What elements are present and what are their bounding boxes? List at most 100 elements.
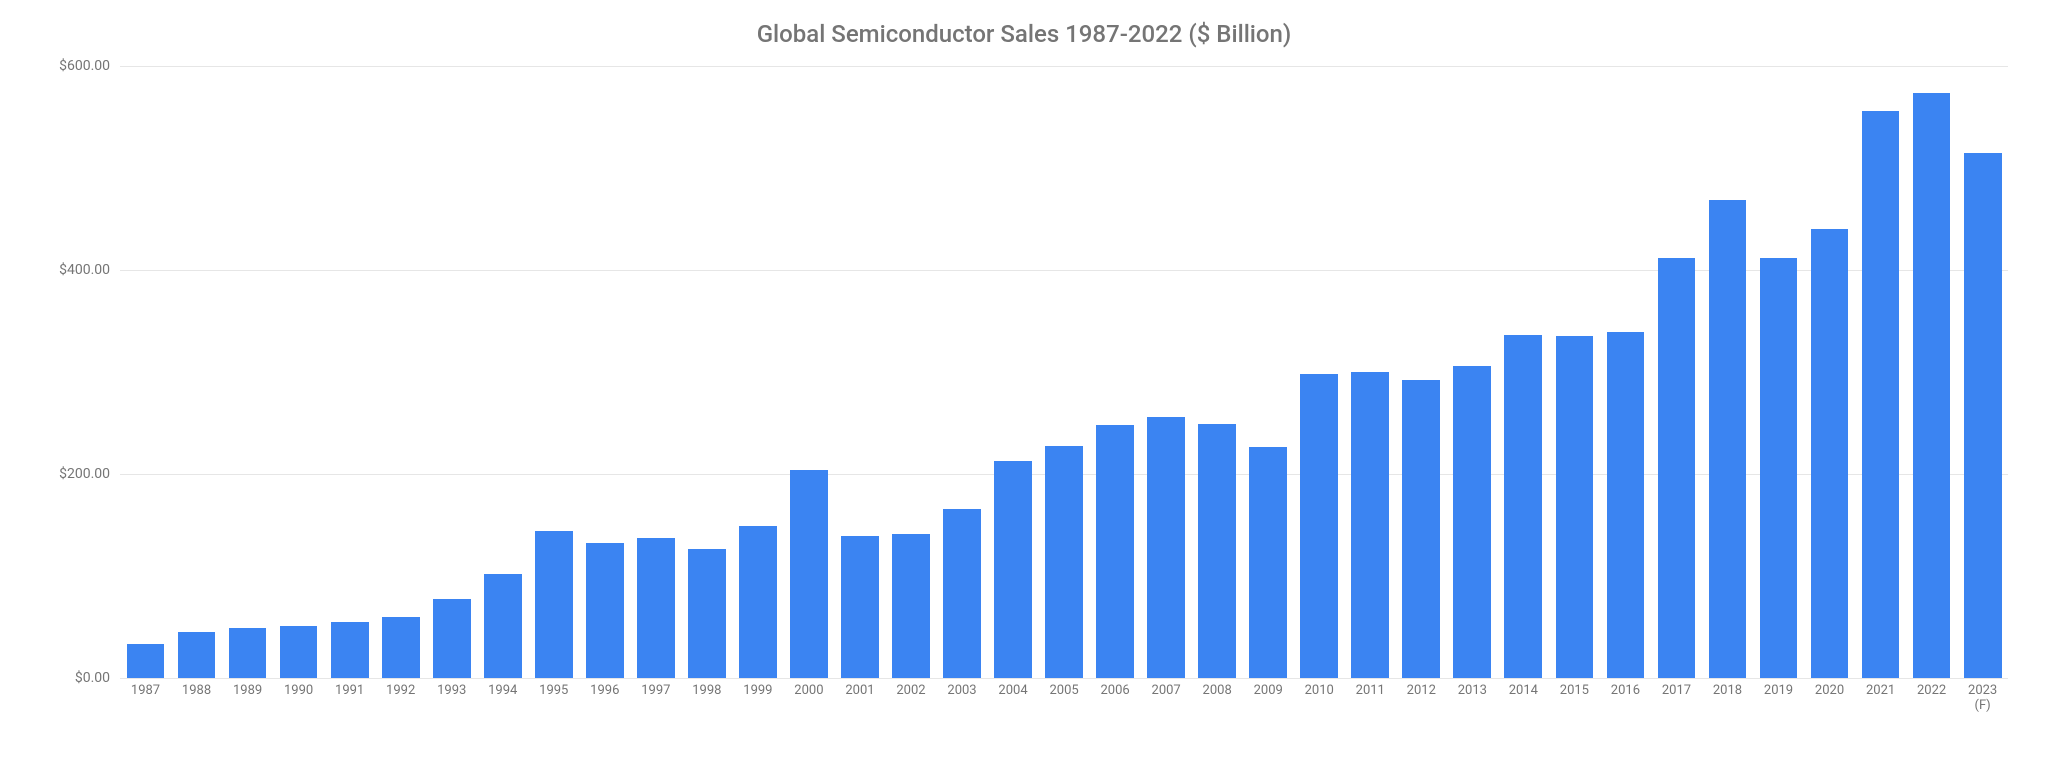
bar	[1504, 335, 1542, 678]
x-tick-label: 2003	[937, 678, 988, 716]
bar-cell	[1141, 66, 1192, 678]
x-tick-label: 1987	[120, 678, 171, 716]
bar-cell	[273, 66, 324, 678]
bar	[178, 632, 216, 678]
bar-cell	[1651, 66, 1702, 678]
plot-area: $0.00$200.00$400.00$600.00 1987198819891…	[40, 66, 2008, 716]
x-tick-label: 2017	[1651, 678, 1702, 716]
bars-group	[120, 66, 2008, 678]
y-tick-label: $0.00	[75, 670, 110, 686]
bar	[1096, 425, 1134, 678]
x-tick-label: 1990	[273, 678, 324, 716]
x-tick-label: 1994	[477, 678, 528, 716]
bar	[1351, 372, 1389, 678]
bar	[1913, 93, 1951, 678]
bar-cell	[1498, 66, 1549, 678]
x-tick-label: 2001	[834, 678, 885, 716]
bar	[1045, 446, 1083, 678]
x-tick-label: 1995	[528, 678, 579, 716]
bar	[382, 617, 420, 678]
bar	[1709, 200, 1747, 678]
x-tick-label: 1999	[732, 678, 783, 716]
bar-cell	[120, 66, 171, 678]
x-tick-label: 2023 (F)	[1957, 678, 2008, 716]
x-tick-label: 2020	[1804, 678, 1855, 716]
bar-cell	[324, 66, 375, 678]
x-tick-label: 2004	[988, 678, 1039, 716]
bar	[1811, 229, 1849, 678]
y-tick-label: $200.00	[59, 466, 110, 482]
bar-cell	[1039, 66, 1090, 678]
bar-cell	[1090, 66, 1141, 678]
x-tick-label: 2010	[1294, 678, 1345, 716]
bar	[841, 536, 879, 678]
bar	[586, 543, 624, 678]
x-tick-label: 2006	[1090, 678, 1141, 716]
bar-cell	[630, 66, 681, 678]
bar-cell	[579, 66, 630, 678]
bar	[943, 509, 981, 678]
bar-cell	[1906, 66, 1957, 678]
x-tick-label: 2008	[1192, 678, 1243, 716]
bar	[1607, 332, 1645, 678]
x-tick-label: 1998	[681, 678, 732, 716]
bar	[1453, 366, 1491, 678]
bar	[484, 574, 522, 678]
x-tick-label: 2018	[1702, 678, 1753, 716]
bar	[688, 549, 726, 678]
x-tick-label: 1989	[222, 678, 273, 716]
bar-cell	[783, 66, 834, 678]
x-tick-label: 2015	[1549, 678, 1600, 716]
bar-cell	[681, 66, 732, 678]
bar	[1402, 380, 1440, 678]
x-tick-label: 2019	[1753, 678, 1804, 716]
x-tick-label: 2021	[1855, 678, 1906, 716]
bar	[1249, 447, 1287, 678]
bar-cell	[477, 66, 528, 678]
x-tick-label: 2014	[1498, 678, 1549, 716]
bar	[994, 461, 1032, 678]
bar	[637, 538, 675, 678]
bar	[1198, 424, 1236, 678]
x-tick-label: 1988	[171, 678, 222, 716]
bar	[739, 526, 777, 678]
bar-cell	[1396, 66, 1447, 678]
bar	[790, 470, 828, 678]
bar-cell	[1447, 66, 1498, 678]
bar-cell	[1855, 66, 1906, 678]
x-tick-label: 1992	[375, 678, 426, 716]
bar-cell	[528, 66, 579, 678]
x-tick-label: 2022	[1906, 678, 1957, 716]
bar	[1658, 258, 1696, 678]
x-tick-label: 2000	[783, 678, 834, 716]
bar-cell	[1702, 66, 1753, 678]
x-tick-label: 1993	[426, 678, 477, 716]
y-tick-label: $600.00	[59, 58, 110, 74]
bar	[1862, 111, 1900, 678]
x-tick-label: 2016	[1600, 678, 1651, 716]
bar-cell	[1345, 66, 1396, 678]
bar	[280, 626, 318, 678]
bar	[892, 534, 930, 678]
bar	[1964, 153, 2002, 678]
x-tick-label: 2002	[885, 678, 936, 716]
x-tick-label: 1997	[630, 678, 681, 716]
bar-cell	[171, 66, 222, 678]
bar	[1300, 374, 1338, 678]
bar-cell	[988, 66, 1039, 678]
bar-cell	[834, 66, 885, 678]
bar-cell	[1549, 66, 1600, 678]
bar-cell	[1294, 66, 1345, 678]
x-tick-label: 2011	[1345, 678, 1396, 716]
bar	[1760, 258, 1798, 678]
bar	[535, 531, 573, 678]
bar-cell	[222, 66, 273, 678]
bar-cell	[375, 66, 426, 678]
x-tick-label: 1996	[579, 678, 630, 716]
bar	[1147, 417, 1185, 678]
bar-cell	[885, 66, 936, 678]
x-tick-label: 2007	[1141, 678, 1192, 716]
x-tick-label: 1991	[324, 678, 375, 716]
bar-cell	[426, 66, 477, 678]
bar-cell	[1957, 66, 2008, 678]
